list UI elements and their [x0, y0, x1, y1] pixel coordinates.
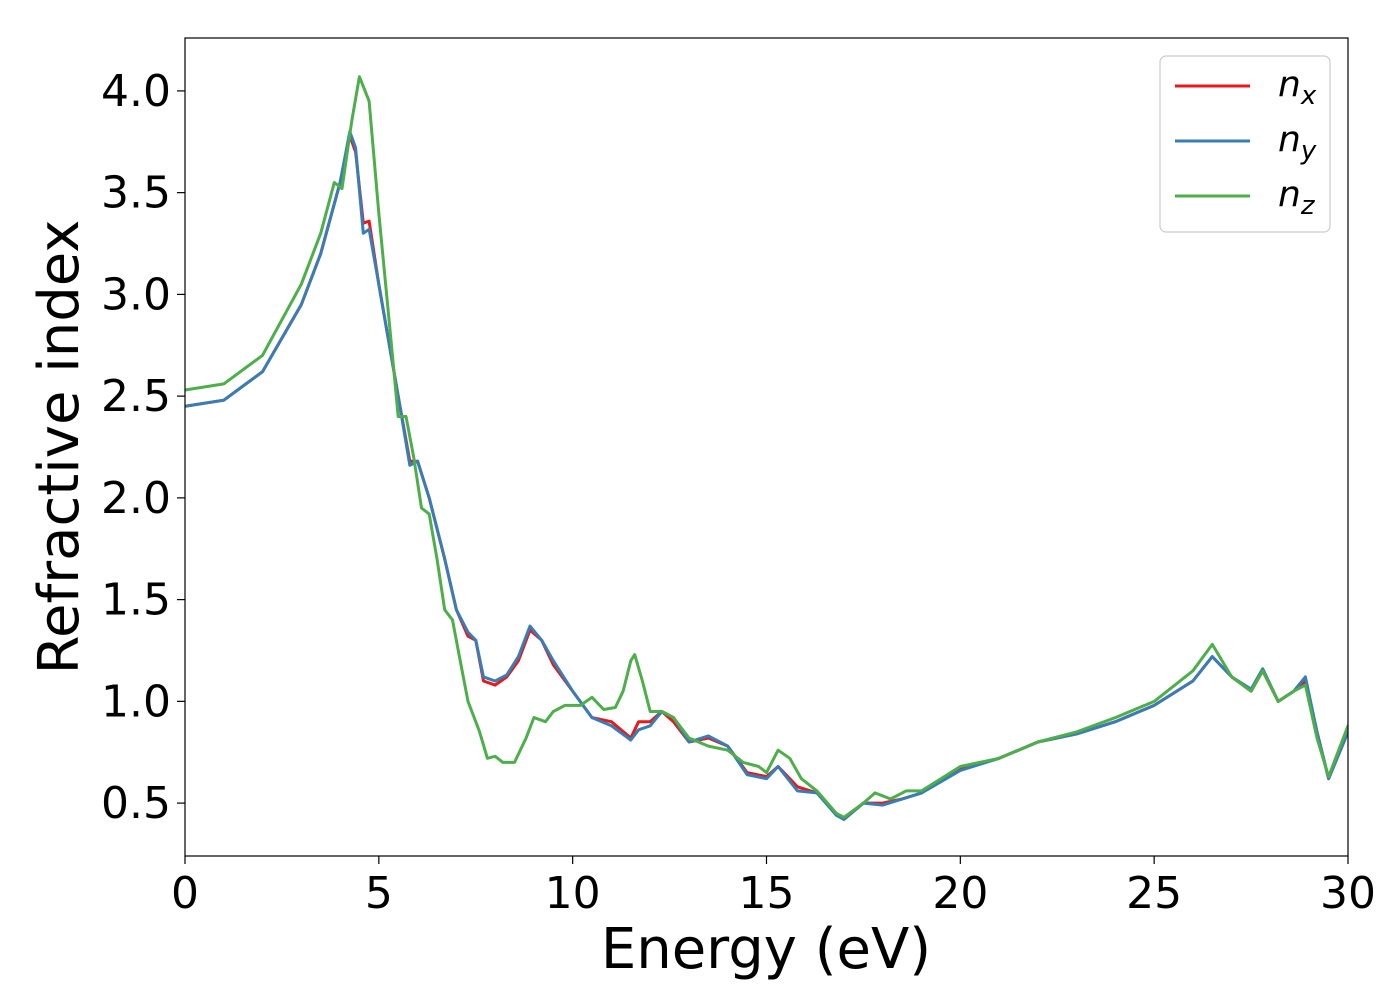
plot-frame [184, 37, 1349, 857]
x-tick-label: 30 [1320, 868, 1376, 919]
series-line-z [185, 75, 1348, 819]
y-tick-label: 3.0 [101, 269, 171, 320]
x-axis: 0 5 10 15 20 25 30 [171, 856, 1376, 919]
plot-area [185, 75, 1348, 821]
x-tick-label: 10 [545, 868, 601, 919]
y-axis-label: Refractive index [27, 220, 92, 675]
x-tick-label: 0 [171, 868, 199, 919]
series-line-y [185, 130, 1348, 821]
legend-label-x: nx [1278, 64, 1317, 111]
y-tick-label: 1.0 [101, 676, 171, 727]
y-tick-label: 0.5 [101, 778, 171, 829]
x-tick-label: 15 [739, 868, 795, 919]
y-tick-label: 3.5 [101, 168, 171, 219]
y-axis: 0.5 1.0 1.5 2.0 2.5 3.0 3.5 4.0 [101, 66, 185, 829]
legend-label-z: nz [1278, 174, 1316, 221]
y-tick-label: 1.5 [101, 575, 171, 626]
y-tick-label: 4.0 [101, 66, 171, 117]
legend: nx ny nz [1159, 55, 1331, 233]
y-tick-label: 2.0 [101, 473, 171, 524]
legend-label-y: ny [1278, 119, 1317, 166]
x-tick-label: 5 [365, 868, 393, 919]
x-axis-label: Energy (eV) [601, 917, 931, 982]
y-tick-label: 2.5 [101, 371, 171, 422]
x-tick-label: 20 [932, 868, 988, 919]
legend-frame [1159, 55, 1331, 233]
series-line-x [185, 134, 1348, 821]
x-tick-label: 25 [1126, 868, 1182, 919]
